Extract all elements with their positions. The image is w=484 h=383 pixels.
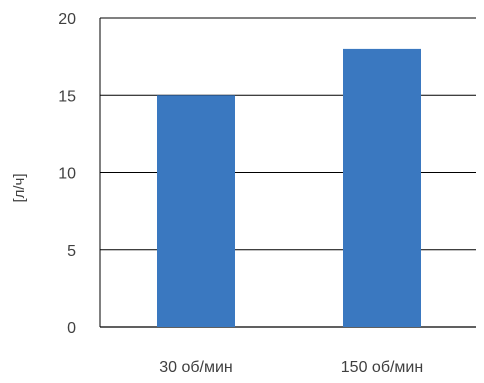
bars	[157, 48, 421, 328]
y-tick-label: 0	[67, 320, 76, 337]
x-category-labels: 30 об/мин 150 об/мин	[159, 359, 423, 376]
y-tick-labels: 0 5 10 15 20	[58, 11, 76, 337]
bar	[343, 48, 421, 328]
bar	[157, 95, 235, 327]
x-category-label: 30 об/мин	[159, 359, 233, 376]
y-axis-title: [л/ч]	[11, 173, 28, 202]
y-tick-label: 20	[58, 11, 76, 28]
y-tick-label: 15	[58, 88, 76, 105]
y-tick-label: 5	[67, 243, 76, 260]
x-category-label: 150 об/мин	[341, 359, 423, 376]
y-tick-label: 10	[58, 166, 76, 183]
